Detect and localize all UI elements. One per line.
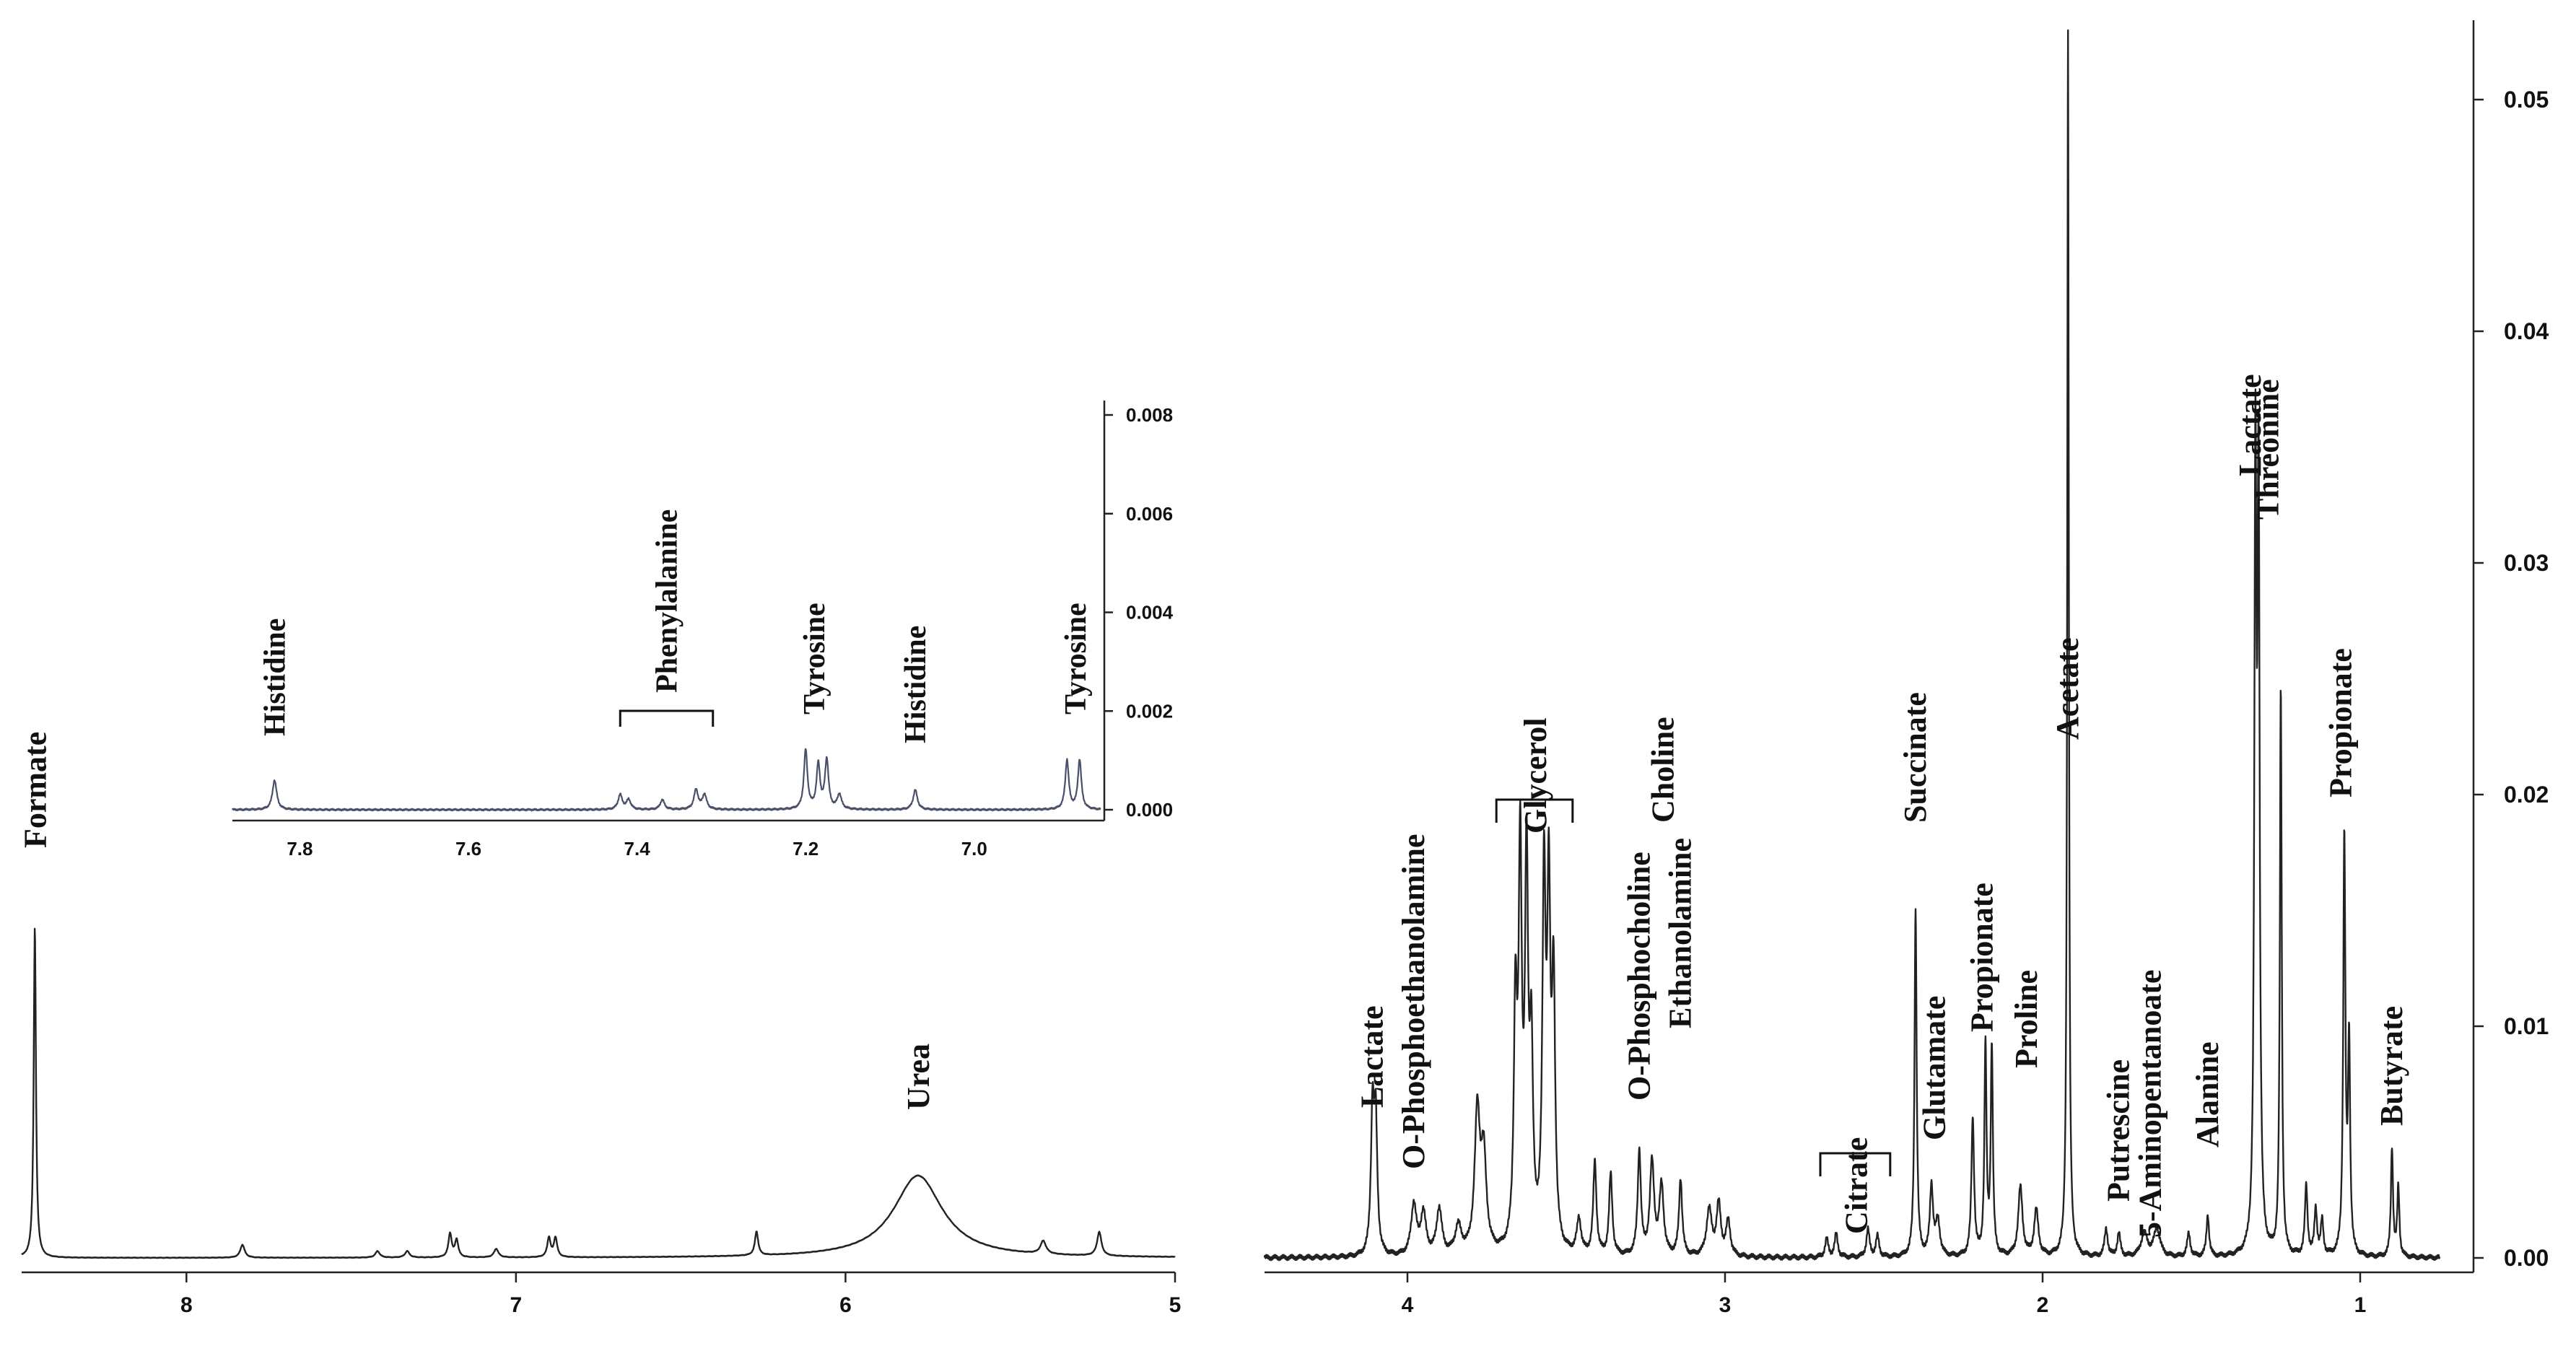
peak-label-glutamate: Glutamate	[1916, 996, 1952, 1140]
peak-label-proline: Proline	[2009, 970, 2044, 1068]
x-tick-label: 1	[2354, 1293, 2367, 1317]
inset-x-tick-label: 7.0	[961, 838, 987, 860]
peak-label-propionate: Propionate	[2323, 648, 2359, 797]
peak-label-lactate: Lactate	[1355, 1005, 1390, 1108]
peak-label-putrescine: Putrescine	[2101, 1059, 2136, 1202]
y-tick-label: 0.00	[2504, 1245, 2549, 1271]
x-tick-label: 7	[510, 1293, 523, 1317]
x-tick-label: 6	[839, 1293, 852, 1317]
citrate-bracket	[1819, 1152, 1892, 1176]
peak-label-butyrate: Butyrate	[2374, 1006, 2409, 1126]
peak-label-5-aminopentanoate: 5-Aminopentanoate	[2133, 969, 2168, 1238]
inset-x-tick-label: 7.6	[455, 838, 481, 860]
peak-label-o-phosphoethanolamine: O-Phosphoethanolamine	[1396, 834, 1431, 1169]
phenylalanine-bracket	[619, 709, 715, 727]
peak-label-citrate: Citrate	[1838, 1137, 1874, 1234]
x-tick-label: 2	[2037, 1293, 2049, 1317]
peak-label-tyrosine: Tyrosine	[798, 603, 831, 714]
y-tick-label: 0.03	[2504, 550, 2549, 576]
x-tick-label: 3	[1719, 1293, 1732, 1317]
peak-label-tyrosine: Tyrosine	[1060, 603, 1093, 714]
peak-label-histidine: Histidine	[258, 618, 292, 736]
glycerol-bracket	[1495, 798, 1574, 823]
peak-label-glycerol: Glycerol	[1518, 718, 1553, 834]
peak-label-ethanolamine: Ethanolamine	[1662, 838, 1698, 1028]
peak-label-histidine: Histidine	[899, 626, 933, 743]
x-tick-label: 5	[1169, 1293, 1182, 1317]
y-tick-label: 0.04	[2504, 318, 2549, 344]
inset-x-tick-label: 7.2	[793, 838, 818, 860]
x-tick-label: 4	[1402, 1293, 1414, 1317]
peak-label-choline: Choline	[1645, 717, 1680, 823]
peak-label-succinate: Succinate	[1898, 692, 1933, 823]
peak-label-propionate: Propionate	[1964, 883, 1999, 1032]
inset-y-tick-label: 0.004	[1126, 602, 1174, 624]
aromatic-region-panel: 8 7 6 5 Formate Urea	[17, 732, 1181, 1317]
spectrum-trace-right	[1263, 29, 2441, 1262]
peak-label-threonine: Threonine	[2250, 379, 2285, 520]
inset-y-tick-label: 0.006	[1126, 503, 1173, 525]
y-tick-label: 0.05	[2504, 87, 2549, 113]
inset-zoom-panel: 7.8 7.6 7.4 7.2 7.0 0.000 0.002 0.004 0.006 0.008…	[232, 401, 1174, 860]
peak-label-lactate: Lactate	[2232, 374, 2268, 476]
peak-label-formate: Formate	[17, 732, 53, 848]
x-tick-label: 8	[180, 1293, 193, 1317]
inset-y-tick-label: 0.002	[1126, 700, 1173, 722]
peak-label-urea: Urea	[901, 1044, 936, 1110]
y-tick-label: 0.01	[2504, 1013, 2549, 1039]
peak-label-acetate: Acetate	[2050, 637, 2085, 740]
inset-x-tick-label: 7.8	[287, 838, 313, 860]
inset-y-tick-label: 0.008	[1126, 404, 1173, 426]
y-tick-label: 0.02	[2504, 782, 2549, 808]
peak-label-o-phosphocholine: O-Phosphocholine	[1622, 852, 1657, 1101]
peak-label-alanine: Alanine	[2190, 1041, 2225, 1147]
spectrum-trace-left	[21, 927, 1176, 1259]
inset-y-tick-label: 0.000	[1126, 799, 1173, 821]
spectrum-trace-inset	[232, 748, 1101, 812]
inset-x-tick-label: 7.4	[624, 838, 651, 860]
peak-label-phenylalanine: Phenylalanine	[651, 510, 684, 693]
